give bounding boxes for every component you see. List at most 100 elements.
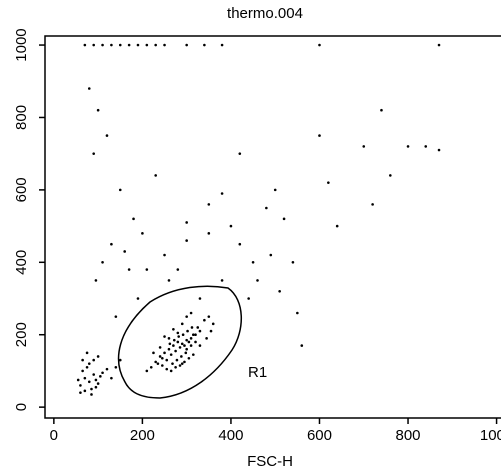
y-tick-label: 1000 bbox=[13, 28, 30, 61]
point bbox=[183, 344, 186, 347]
point bbox=[105, 134, 109, 137]
point bbox=[163, 335, 166, 338]
point bbox=[178, 364, 182, 367]
point bbox=[437, 148, 441, 152]
point bbox=[185, 43, 188, 47]
point bbox=[167, 337, 171, 340]
point bbox=[79, 391, 82, 394]
point bbox=[114, 315, 118, 318]
point bbox=[81, 369, 84, 373]
point bbox=[176, 340, 180, 344]
point bbox=[76, 378, 80, 382]
x-tick-label: 200 bbox=[130, 427, 155, 444]
point bbox=[207, 315, 211, 318]
point bbox=[127, 43, 131, 47]
point bbox=[211, 322, 215, 326]
point bbox=[291, 261, 295, 264]
point bbox=[203, 43, 206, 47]
point bbox=[318, 134, 321, 137]
point bbox=[209, 329, 213, 333]
point bbox=[189, 337, 193, 340]
point bbox=[180, 322, 184, 326]
chart-title: thermo.004 bbox=[227, 5, 303, 22]
point bbox=[189, 311, 193, 315]
point bbox=[171, 362, 174, 365]
point bbox=[165, 358, 169, 362]
point bbox=[185, 221, 188, 224]
point bbox=[238, 242, 242, 246]
point bbox=[154, 174, 157, 177]
point bbox=[163, 43, 166, 47]
point bbox=[132, 217, 135, 221]
point bbox=[189, 344, 193, 347]
point bbox=[94, 279, 98, 282]
point bbox=[194, 340, 197, 344]
point bbox=[174, 349, 177, 353]
point bbox=[247, 297, 250, 300]
point bbox=[300, 344, 304, 347]
x-tick-label: 800 bbox=[396, 427, 421, 444]
point bbox=[165, 367, 169, 371]
plot-frame bbox=[44, 35, 501, 419]
point bbox=[178, 346, 182, 349]
point bbox=[172, 327, 175, 331]
y-tick-label: 0 bbox=[13, 403, 30, 411]
point bbox=[437, 43, 441, 47]
point bbox=[101, 371, 104, 375]
point bbox=[92, 358, 95, 362]
point bbox=[229, 224, 233, 228]
point bbox=[318, 43, 321, 47]
point bbox=[371, 203, 374, 206]
point bbox=[406, 145, 410, 148]
point bbox=[198, 344, 202, 347]
point bbox=[194, 333, 197, 337]
point bbox=[83, 43, 87, 47]
point bbox=[110, 43, 113, 47]
point bbox=[184, 351, 188, 355]
point bbox=[238, 152, 242, 155]
point bbox=[220, 43, 224, 47]
point bbox=[154, 360, 157, 364]
point bbox=[92, 43, 95, 47]
x-tick-label: 0 bbox=[50, 427, 58, 444]
point bbox=[136, 43, 140, 47]
point bbox=[192, 353, 195, 356]
point bbox=[141, 232, 144, 235]
point bbox=[186, 329, 189, 333]
point bbox=[198, 297, 202, 300]
point bbox=[79, 384, 82, 387]
point bbox=[87, 362, 91, 365]
point bbox=[90, 393, 93, 396]
y-tick-label: 400 bbox=[13, 250, 30, 275]
point bbox=[167, 347, 171, 351]
point bbox=[81, 358, 84, 362]
point bbox=[296, 311, 299, 315]
gate-label: R1 bbox=[248, 364, 267, 381]
point bbox=[92, 373, 95, 376]
point bbox=[177, 335, 181, 338]
point bbox=[172, 344, 175, 347]
point bbox=[90, 387, 93, 391]
point bbox=[175, 358, 179, 362]
point bbox=[187, 356, 191, 360]
point bbox=[185, 347, 188, 351]
point bbox=[87, 87, 91, 90]
point bbox=[161, 364, 164, 367]
point bbox=[92, 152, 95, 155]
point bbox=[118, 188, 122, 192]
point bbox=[110, 376, 113, 380]
y-tick-label: 200 bbox=[13, 322, 30, 347]
point bbox=[154, 43, 157, 47]
point bbox=[205, 337, 208, 340]
point bbox=[203, 318, 206, 322]
point bbox=[152, 351, 155, 355]
point bbox=[207, 203, 211, 206]
point bbox=[185, 315, 188, 318]
gate-r1 bbox=[117, 285, 243, 399]
point bbox=[83, 376, 87, 380]
point bbox=[149, 366, 153, 369]
point bbox=[389, 174, 392, 177]
point bbox=[187, 340, 191, 344]
point bbox=[145, 43, 149, 47]
